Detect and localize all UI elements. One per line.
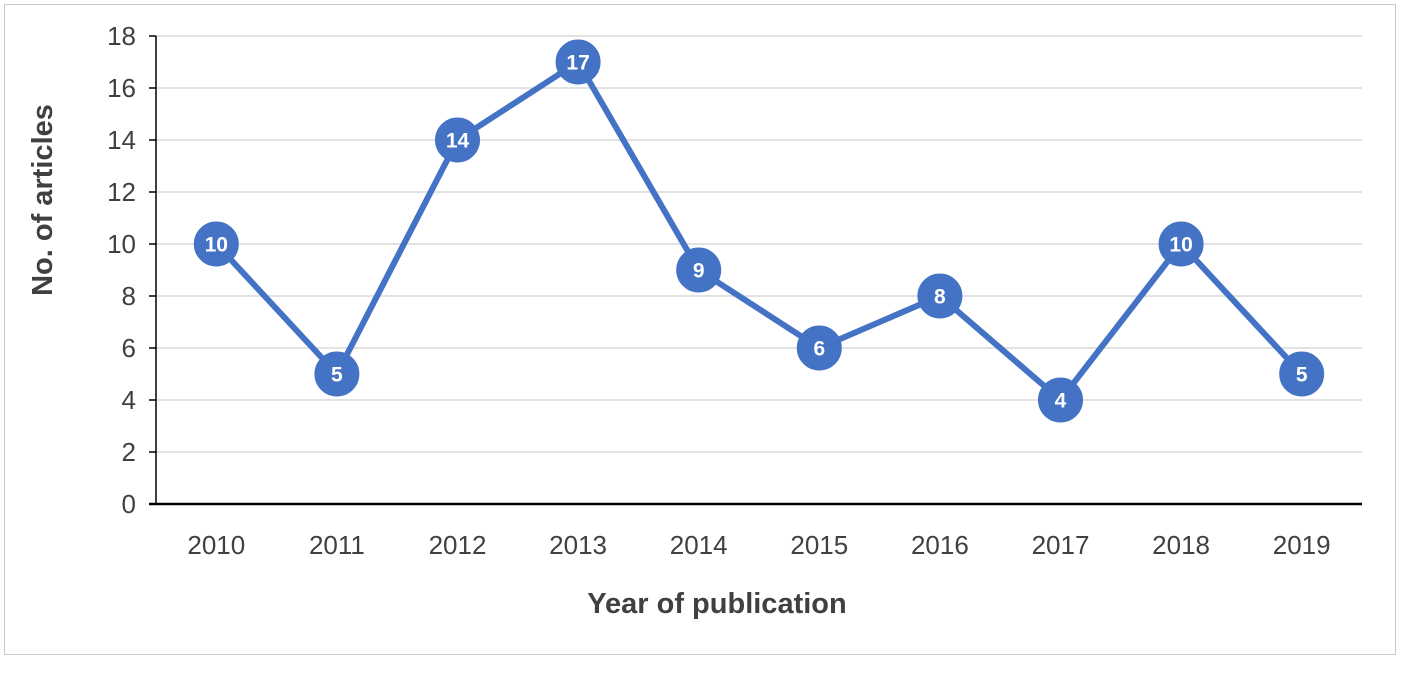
data-points: 10 5 14 17 9 6 8 4 10 5: [193, 39, 1325, 423]
data-point-marker: [435, 117, 480, 163]
x-tick-label: 2012: [429, 530, 487, 560]
data-point-marker: [917, 273, 963, 319]
x-tick-label: 2015: [790, 530, 848, 560]
series-line-group: [213, 59, 1305, 403]
x-tick-label: 2016: [911, 530, 969, 560]
y-tick-label: 18: [107, 21, 136, 51]
x-tick-label: 2013: [549, 530, 607, 560]
y-tick-label: 4: [122, 385, 136, 415]
x-tick-label: 2019: [1273, 530, 1331, 560]
chart-frame: [4, 4, 1396, 655]
data-point-marker: [796, 325, 842, 371]
x-tick-label: 2011: [309, 530, 365, 560]
data-label: 8: [934, 286, 946, 309]
y-tick-label: 12: [107, 177, 136, 207]
data-point-marker: [193, 221, 239, 267]
data-point-marker: [1038, 377, 1083, 423]
y-tick-label: 16: [107, 73, 136, 103]
data-label: 10: [1169, 234, 1192, 257]
data-label: 14: [446, 130, 470, 153]
x-tick-label: 2014: [670, 530, 728, 560]
data-label: 5: [1296, 364, 1308, 387]
y-tick-labels: 0 2 4 6 8 10 12 14 16 18: [107, 21, 136, 519]
y-tick-label: 2: [122, 437, 136, 467]
y-tick-label: 6: [122, 333, 136, 363]
x-tick-label: 2017: [1032, 530, 1090, 560]
data-label: 10: [205, 234, 228, 257]
y-tick-label: 10: [107, 229, 136, 259]
x-tick-label: 2010: [187, 530, 245, 560]
y-tick-label: 8: [122, 281, 136, 311]
data-label: 17: [566, 52, 589, 75]
data-point-marker: [1158, 221, 1204, 267]
y-tick-label: 0: [122, 489, 136, 519]
y-tick-label: 14: [107, 125, 136, 155]
gridlines: [156, 35, 1362, 453]
data-label: 6: [813, 338, 825, 361]
y-axis-title: No. of articles: [27, 104, 59, 296]
data-point-marker: [555, 39, 601, 85]
x-tick-label: 2018: [1152, 530, 1210, 560]
data-point-marker: [676, 247, 722, 293]
data-label: 9: [693, 260, 705, 283]
axes: [149, 35, 1362, 506]
data-label: 5: [331, 364, 343, 387]
data-point-marker: [1279, 351, 1325, 397]
series-line: [213, 59, 1305, 403]
x-tick-labels: 2010 2011 2012 2013 2014 2015 2016 2017 2018 2019: [187, 530, 1330, 560]
x-axis-title: Year of publication: [587, 588, 846, 620]
data-label: 4: [1055, 390, 1067, 413]
data-point-marker: [314, 351, 360, 397]
